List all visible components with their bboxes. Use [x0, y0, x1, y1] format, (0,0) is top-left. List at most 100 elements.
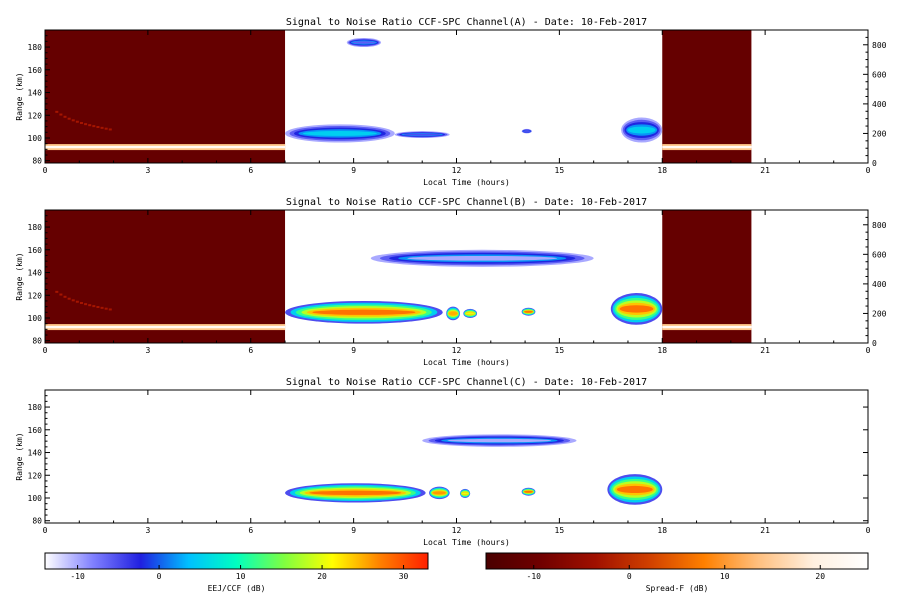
panel-title: Signal to Noise Ratio CCF-SPC Channel(C)…: [286, 377, 647, 388]
spread-f-echo: [84, 123, 88, 126]
y2-tick-label: 200: [872, 129, 887, 138]
spread-f-echo: [104, 307, 108, 310]
x-tick-label: 15: [555, 166, 565, 175]
eej-echo: [616, 485, 653, 494]
colorbar-tick-label: -10: [70, 572, 85, 581]
y2-tick-label: 600: [872, 250, 887, 259]
spread-f-echo: [55, 110, 59, 113]
plot-frame: [44, 389, 869, 524]
eej-echo: [461, 492, 469, 495]
y-axis-label: Range (km): [15, 432, 24, 480]
spread-f-echo: [63, 295, 67, 298]
spread-f-echo: [96, 306, 100, 309]
y2-tick-label: 800: [872, 41, 887, 50]
x-tick-label: 18: [657, 346, 667, 355]
x-tick-label: 6: [248, 166, 253, 175]
spread-f-region: [45, 30, 286, 163]
spread-f-band-core: [45, 145, 286, 149]
y2-tick-label: 400: [872, 280, 887, 289]
colorbar-spread-f: -10 0 10 20 Spread-F (dB): [485, 552, 869, 593]
eej-echo: [403, 133, 441, 136]
x-tick-label: 0: [866, 166, 871, 175]
spread-f-echo: [79, 302, 83, 305]
y-tick-label: 80: [32, 337, 42, 346]
y2-tick-label: 0: [872, 339, 877, 348]
x-tick-label: 12: [452, 166, 462, 175]
y2-tick-label: 600: [872, 70, 887, 79]
x-tick-label: 6: [248, 526, 253, 535]
spread-f-band-core: [662, 145, 752, 149]
y-tick-label: 160: [28, 246, 43, 255]
colorbar-tick-label: -10: [527, 572, 542, 581]
spread-f-echo: [88, 304, 92, 307]
spread-f-region: [662, 30, 752, 163]
plot-area: [45, 210, 752, 343]
y-tick-label: 180: [28, 43, 43, 52]
spread-f-echo: [92, 125, 96, 128]
y-tick-label: 120: [28, 111, 43, 120]
x-tick-label: 21: [760, 346, 770, 355]
x-tick-label: 18: [657, 166, 667, 175]
plot-area: [45, 30, 752, 163]
y-tick-label: 140: [28, 269, 43, 278]
eej-echo: [524, 490, 533, 493]
y-tick-label: 80: [32, 157, 42, 166]
spread-f-region: [45, 210, 286, 343]
y-tick-label: 160: [28, 66, 43, 75]
spread-f-echo: [100, 126, 104, 129]
eej-echo: [447, 438, 552, 443]
x-tick-label: 9: [351, 166, 356, 175]
y-tick-label: 140: [28, 449, 43, 458]
x-tick-label: 15: [555, 346, 565, 355]
spread-f-echo: [79, 122, 83, 125]
y-tick-label: 180: [28, 403, 43, 412]
y-axis-label: Range (km): [15, 252, 24, 300]
panel-title: Signal to Noise Ratio CCF-SPC Channel(B)…: [286, 197, 647, 208]
eej-echo: [523, 130, 531, 133]
colorbar-tick-label: 0: [627, 572, 632, 581]
x-tick-label: 0: [43, 346, 48, 355]
spread-f-band-core: [662, 325, 752, 329]
spread-f-echo: [75, 120, 79, 123]
spread-f-echo: [92, 305, 96, 308]
spread-f-echo: [67, 297, 71, 300]
eej-echo: [309, 490, 402, 496]
spread-f-echo: [75, 300, 79, 303]
colorbar-tick-label: 10: [236, 572, 246, 581]
x-tick-label: 18: [657, 526, 667, 535]
spread-f-echo: [108, 128, 112, 131]
y-tick-label: 140: [28, 89, 43, 98]
spread-f-echo: [104, 127, 108, 130]
spread-f-echo: [88, 124, 92, 127]
y-tick-label: 100: [28, 494, 43, 503]
y-tick-label: 100: [28, 314, 43, 323]
eej-echo: [312, 309, 416, 315]
y-axis-label: Range (km): [15, 72, 24, 120]
eej-echo: [448, 311, 458, 316]
x-axis-label: Local Time (hours): [423, 178, 510, 187]
spread-f-echo: [108, 308, 112, 311]
x-axis-label: Local Time (hours): [423, 358, 510, 367]
eej-echo: [407, 255, 558, 261]
y-tick-label: 180: [28, 223, 43, 232]
spread-f-echo: [84, 303, 88, 306]
x-tick-label: 12: [452, 526, 462, 535]
x-tick-label: 15: [555, 526, 565, 535]
spread-f-echo: [71, 119, 75, 122]
eej-echo: [465, 312, 475, 315]
spread-f-echo: [67, 117, 71, 120]
colorbar-tick-label: 20: [317, 572, 327, 581]
y-tick-label: 100: [28, 134, 43, 143]
eej-echo: [352, 41, 376, 44]
spread-f-echo: [59, 113, 63, 116]
panel-2: 0 3 6 9 12 15 18 21 0801001201401601800200400600…: [15, 197, 887, 367]
spread-f-echo: [55, 290, 59, 293]
y2-tick-label: 200: [872, 309, 887, 318]
colorbar-eej: -10 0 10 20 30 EEJ/CCF (dB): [44, 552, 429, 593]
spread-f-echo: [100, 306, 104, 309]
eej-echo: [432, 491, 447, 495]
x-tick-label: 21: [760, 526, 770, 535]
x-tick-label: 9: [351, 346, 356, 355]
spread-f-region: [662, 210, 752, 343]
